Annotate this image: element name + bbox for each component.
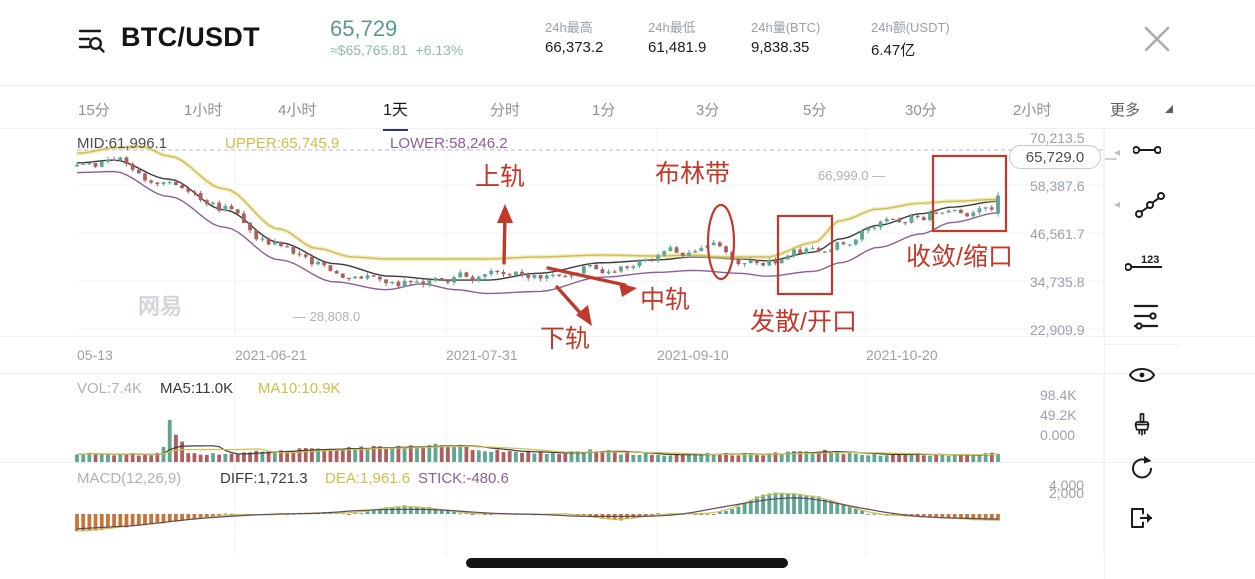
svg-text:123: 123 bbox=[1141, 254, 1159, 266]
